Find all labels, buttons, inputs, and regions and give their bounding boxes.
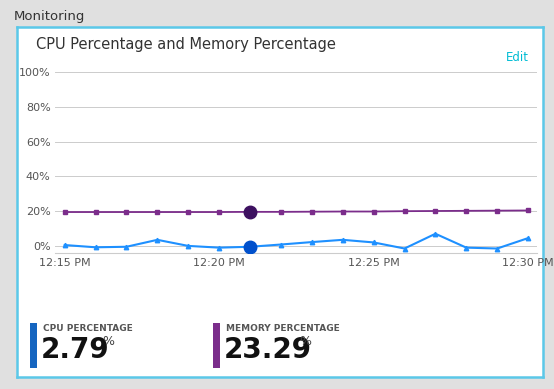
Text: 23.29: 23.29: [224, 336, 312, 364]
Text: Edit: Edit: [506, 51, 529, 63]
Text: %: %: [102, 335, 115, 348]
Text: CPU PERCENTAGE: CPU PERCENTAGE: [43, 324, 133, 333]
Text: CPU Percentage and Memory Percentage: CPU Percentage and Memory Percentage: [36, 37, 336, 52]
Text: %: %: [299, 335, 311, 348]
Text: 2.79: 2.79: [41, 336, 110, 364]
Text: MEMORY PERCENTAGE: MEMORY PERCENTAGE: [226, 324, 340, 333]
Text: Monitoring: Monitoring: [14, 10, 85, 23]
